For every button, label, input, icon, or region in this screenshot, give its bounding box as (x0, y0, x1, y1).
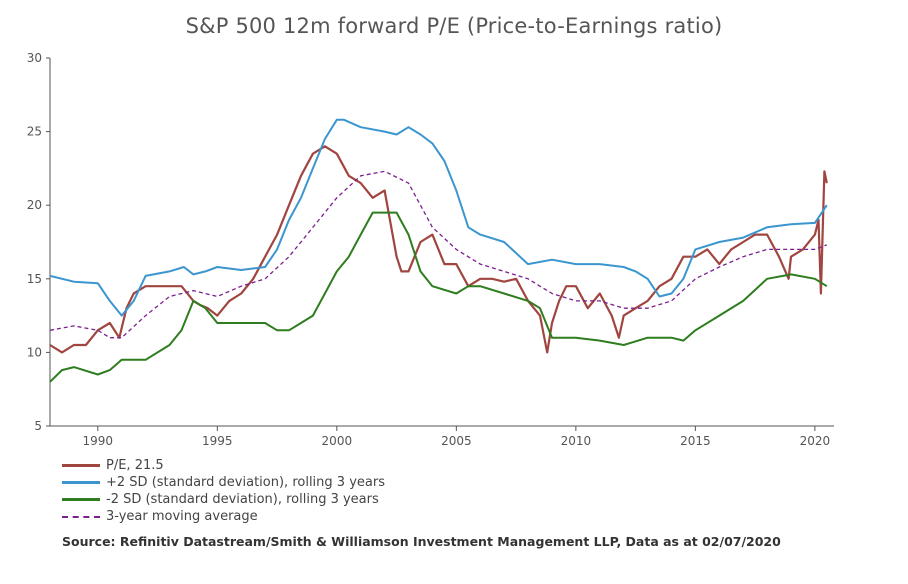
legend-swatch-moving-average (62, 515, 100, 518)
y-tick-label: 15 (27, 272, 42, 286)
x-tick-label: 2015 (680, 434, 711, 448)
chart-title: S&P 500 12m forward P/E (Price-to-Earnin… (185, 14, 723, 38)
x-tick-label: 1995 (202, 434, 233, 448)
y-tick-label: 30 (27, 51, 42, 65)
legend-swatch-upper-band (62, 481, 100, 484)
series-moving-average-line (49, 170, 828, 339)
series-upper-band-line (49, 118, 828, 317)
x-tick-label: 2000 (322, 434, 353, 448)
legend-label-pe: P/E, 21.5 (106, 458, 164, 473)
legend-item-lower-band: -2 SD (standard deviation), rolling 3 ye… (62, 491, 385, 508)
x-tick-label: 2020 (800, 434, 831, 448)
legend-swatch-lower-band (62, 498, 100, 501)
legend: P/E, 21.5 +2 SD (standard deviation), ro… (62, 457, 385, 525)
legend-swatch-pe (62, 464, 100, 467)
y-tick-label: 10 (27, 345, 42, 359)
legend-item-moving-average: 3-year moving average (62, 508, 385, 525)
y-tick-label: 25 (27, 125, 42, 139)
legend-label-upper-band: +2 SD (standard deviation), rolling 3 ye… (106, 475, 385, 490)
source-note: Source: Refinitiv Datastream/Smith & Wil… (62, 534, 781, 549)
x-tick-label: 2010 (561, 434, 592, 448)
y-tick-label: 20 (27, 198, 42, 212)
x-tick-label: 1990 (83, 434, 114, 448)
legend-label-moving-average: 3-year moving average (106, 509, 258, 524)
legend-item-upper-band: +2 SD (standard deviation), rolling 3 ye… (62, 474, 385, 491)
legend-label-lower-band: -2 SD (standard deviation), rolling 3 ye… (106, 492, 379, 507)
legend-item-pe: P/E, 21.5 (62, 457, 385, 474)
x-tick-label: 2005 (441, 434, 472, 448)
series-lower-band-line (49, 211, 828, 383)
y-tick-label: 5 (34, 419, 42, 433)
